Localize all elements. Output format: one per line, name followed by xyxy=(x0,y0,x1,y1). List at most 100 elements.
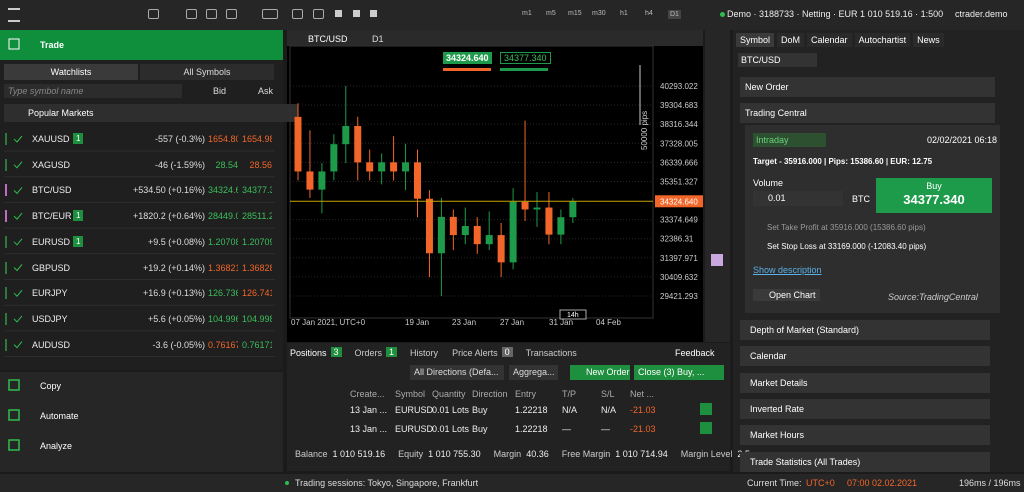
icon[interactable] xyxy=(313,9,324,19)
tab[interactable]: Price Alerts xyxy=(452,348,498,358)
row-marker xyxy=(5,312,7,325)
filter[interactable]: All Directions (Defa... xyxy=(410,365,504,380)
candle-body xyxy=(485,235,493,245)
volume-input[interactable]: 0.01 xyxy=(753,191,843,206)
icon[interactable] xyxy=(335,10,342,17)
color-swatch[interactable] xyxy=(711,254,723,266)
source-label: Source: xyxy=(888,292,920,302)
timeframe[interactable]: h1 xyxy=(620,10,628,17)
timeframe[interactable]: h4 xyxy=(645,10,653,17)
username[interactable]: ctrader.demo xyxy=(955,9,1008,19)
x-tick-label: 23 Jan xyxy=(452,318,476,327)
stop-loss[interactable]: Set Stop Loss at 33169.000 (-12083.40 pi… xyxy=(767,242,927,251)
menu-icon[interactable] xyxy=(8,8,20,22)
change: -3.6 (-0.05%) xyxy=(152,339,205,350)
side-menu xyxy=(0,372,283,472)
section-header[interactable]: Depth of Market (Standard) xyxy=(740,320,990,340)
ask: 104.998 xyxy=(242,313,272,324)
tab[interactable]: Symbol xyxy=(736,33,775,47)
symbol[interactable]: BTC/USD xyxy=(32,185,72,196)
y-tick-label: 39304.683 xyxy=(660,101,698,110)
footer-label: Margin xyxy=(493,449,522,459)
x-tick-label: 27 Jan xyxy=(500,318,524,327)
timeframe[interactable]: m5 xyxy=(546,10,556,17)
close-position[interactable] xyxy=(700,403,712,415)
tab[interactable]: Autochartist xyxy=(854,33,911,47)
candle-body xyxy=(449,216,457,236)
candle-body xyxy=(497,235,505,263)
buy-price[interactable]: 34377.340 xyxy=(500,52,551,64)
search-input[interactable]: Type symbol name xyxy=(4,84,182,98)
description-link[interactable]: Show description xyxy=(753,265,822,275)
take-profit[interactable]: Set Take Profit at 35916.000 (15386.60 p… xyxy=(767,223,926,232)
timeframe[interactable]: D1 xyxy=(668,10,681,19)
section-header[interactable]: New Order xyxy=(740,77,995,97)
account-info: Demo · 3188733 · Netting · EUR 1 010 519… xyxy=(727,9,944,19)
symbol[interactable]: XAUUSD xyxy=(32,134,70,144)
symbol[interactable]: USDJPY xyxy=(32,313,68,324)
new-order-button[interactable]: New Order xyxy=(570,365,630,380)
candle-body xyxy=(569,201,577,218)
symbol[interactable]: GBPUSD xyxy=(32,262,71,273)
filter[interactable]: Aggrega... xyxy=(509,365,558,380)
timeframe[interactable]: m15 xyxy=(568,10,582,17)
candle-body xyxy=(366,162,374,172)
tab[interactable]: Calendar xyxy=(807,33,852,47)
tab[interactable]: All Symbols xyxy=(140,64,274,80)
sell-price[interactable]: 34324.640 xyxy=(443,52,492,64)
cell: 0.01 Lots xyxy=(432,424,470,434)
tab[interactable]: News xyxy=(913,33,944,47)
chart-timeframe[interactable]: D1 xyxy=(372,34,384,44)
current-price-tag xyxy=(655,195,703,208)
candle-body xyxy=(509,201,517,263)
close-button[interactable]: Close (3) Buy, ... xyxy=(634,365,724,380)
chart-symbol[interactable]: BTC/USD xyxy=(308,34,348,44)
cell: — xyxy=(562,424,571,434)
symbol[interactable]: BTC/EUR xyxy=(32,211,72,222)
section-header[interactable]: Market Hours xyxy=(740,425,990,446)
icon[interactable] xyxy=(262,9,278,19)
symbol[interactable]: XAGUSD xyxy=(32,159,71,170)
section-header[interactable]: Inverted Rate xyxy=(740,398,990,419)
symbol[interactable]: EURJPY xyxy=(32,288,68,299)
symbol[interactable]: EURUSD xyxy=(32,236,71,247)
close-position[interactable] xyxy=(700,422,712,434)
volume-label: Volume xyxy=(753,178,784,188)
timeframe[interactable]: m1 xyxy=(522,10,532,17)
icon[interactable] xyxy=(226,9,237,19)
section-header[interactable]: Trading Central xyxy=(740,103,995,123)
icon[interactable] xyxy=(370,10,377,17)
row-marker xyxy=(5,235,7,248)
symbol-select[interactable]: BTC/USD xyxy=(738,53,817,67)
y-tick-label: 38316.344 xyxy=(660,120,698,129)
column-header: Bid xyxy=(213,86,227,96)
tab[interactable]: Positions xyxy=(290,348,327,358)
buy-button[interactable]: 34377.340 xyxy=(876,178,992,213)
section-header[interactable]: Market Details xyxy=(740,372,990,393)
group-header[interactable]: Popular Markets xyxy=(4,104,298,122)
section-header[interactable]: Calendar xyxy=(740,346,990,367)
tab[interactable]: DoM xyxy=(777,33,805,47)
icon[interactable] xyxy=(186,9,197,19)
trade-header xyxy=(0,30,283,60)
feedback[interactable]: Feedback xyxy=(675,348,715,358)
menu-item[interactable]: Analyze xyxy=(40,441,73,451)
positions-panel xyxy=(287,343,730,471)
timeframe[interactable]: m30 xyxy=(592,10,606,17)
icon[interactable] xyxy=(292,9,303,19)
menu-item[interactable]: Copy xyxy=(40,381,62,391)
icon[interactable] xyxy=(353,10,360,17)
tab[interactable]: Transactions xyxy=(525,348,577,358)
symbol[interactable]: AUDUSD xyxy=(32,339,71,350)
tab[interactable]: Orders xyxy=(354,348,383,358)
tab[interactable]: History xyxy=(410,348,439,358)
tab[interactable]: Watchlists xyxy=(4,64,138,80)
section-header[interactable]: Trade Statistics (All Trades) xyxy=(740,451,990,472)
open-chart-button[interactable]: Open Chart xyxy=(753,289,820,301)
y-tick-label: 29421.293 xyxy=(660,292,698,301)
current-price-label: 34324.640 xyxy=(660,197,698,206)
icon[interactable] xyxy=(148,9,159,19)
icon[interactable] xyxy=(206,9,217,19)
y-tick-label: 32386.31 xyxy=(660,235,694,244)
menu-item[interactable]: Automate xyxy=(40,411,79,421)
